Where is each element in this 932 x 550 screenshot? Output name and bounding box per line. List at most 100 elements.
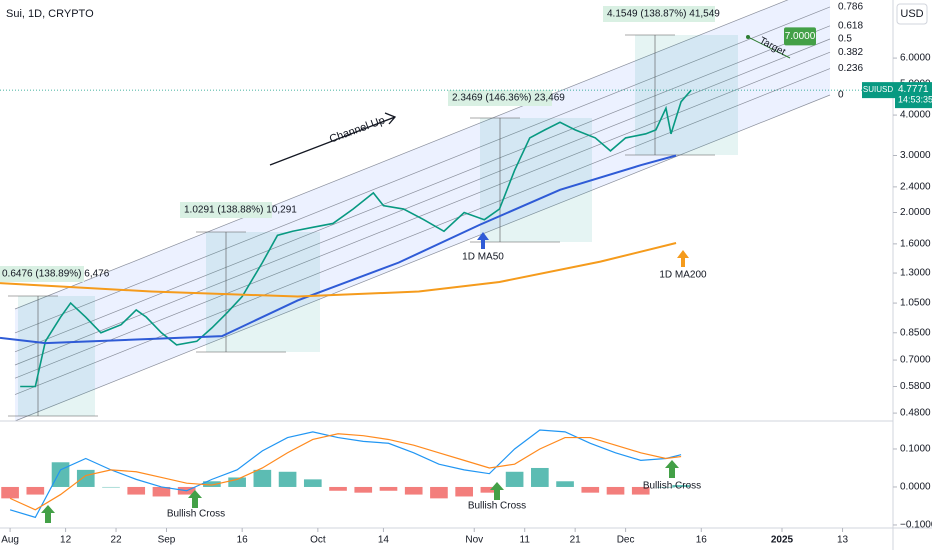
measure-zone xyxy=(18,296,95,416)
measure-zone xyxy=(206,232,320,352)
series-label: 1D MA50 xyxy=(462,252,504,263)
target-dot xyxy=(746,35,750,39)
x-tick-label: 16 xyxy=(696,535,708,546)
x-tick-label: Dec xyxy=(617,535,635,546)
fib-line xyxy=(14,6,831,334)
y-tick-label: 4.0000 xyxy=(900,110,931,121)
histogram-bar xyxy=(26,486,45,495)
y-tick-label: 0.4800 xyxy=(900,408,931,419)
countdown: 14:53:35 xyxy=(898,94,932,104)
price-line xyxy=(20,89,692,388)
x-tick-label: 2025 xyxy=(771,535,794,546)
histogram-bar xyxy=(672,485,690,487)
histogram-bar xyxy=(253,469,272,487)
fib-line xyxy=(14,68,831,395)
histogram-bar xyxy=(303,479,322,487)
x-tick-label: 14 xyxy=(378,535,390,546)
measure-label: 1.0291 (138.88%) 10,291 xyxy=(184,205,297,216)
histogram-bar xyxy=(556,481,574,487)
fib-label: 0 xyxy=(838,90,844,101)
measure-zone xyxy=(480,118,592,242)
price-tag xyxy=(895,82,932,109)
histogram-bar xyxy=(531,467,549,487)
histogram-bar xyxy=(606,486,625,495)
histogram-bar xyxy=(203,481,221,487)
histogram-bar xyxy=(480,486,499,493)
measure-label: 4.1549 (138.87%) 41,549 xyxy=(607,9,720,20)
histogram-bar xyxy=(102,486,120,488)
y-tick-label: 0.7000 xyxy=(900,355,931,366)
measure-box xyxy=(180,202,272,218)
ma50-arrow xyxy=(477,232,489,249)
histogram-bar xyxy=(455,486,473,497)
cross-label: Bullish Cross xyxy=(167,509,225,520)
series-label: 1D MA200 xyxy=(659,270,707,281)
y-tick-label: 2.0000 xyxy=(900,207,931,218)
x-tick-label: 12 xyxy=(60,535,72,546)
fib-label: 0.618 xyxy=(838,20,863,31)
x-tick-label: Sep xyxy=(158,535,176,546)
target-box xyxy=(784,27,816,46)
x-tick-label: 21 xyxy=(570,535,582,546)
cross-arrow xyxy=(188,490,202,508)
histogram-bar xyxy=(51,462,70,487)
y-tick-label: 2.4000 xyxy=(900,182,931,193)
fib-line xyxy=(14,94,831,422)
fib-label: 0.236 xyxy=(838,63,863,74)
target-path xyxy=(747,36,791,59)
price-tag-value: 4.7771 xyxy=(898,84,929,95)
fib-line xyxy=(14,25,831,353)
histogram-bar xyxy=(228,477,246,487)
histogram-bar xyxy=(76,469,95,487)
y-tick-label: 6.0000 xyxy=(900,53,931,64)
histogram-bar xyxy=(430,486,448,499)
macd-line xyxy=(9,433,682,511)
x-tick-label: Aug xyxy=(1,535,19,546)
channel-fill xyxy=(15,0,830,421)
cross-label: Bullish Cross xyxy=(643,481,701,492)
moving-average xyxy=(0,242,677,298)
x-tick-label: 13 xyxy=(837,535,849,546)
ma200-arrow xyxy=(677,250,689,267)
y-tick-label: −0.1000 xyxy=(900,520,932,531)
x-tick-label: Oct xyxy=(310,535,326,546)
y-tick-label: 3.0000 xyxy=(900,150,931,161)
measure-label: 2.3469 (146.36%) 23,469 xyxy=(452,93,565,104)
y-tick-label: 0.5800 xyxy=(900,381,931,392)
symbol: SUIUSD xyxy=(863,85,893,94)
histogram-bar xyxy=(404,486,423,495)
measure-box xyxy=(448,90,552,106)
histogram-bar xyxy=(278,471,297,487)
target-value: 7.0000 xyxy=(785,31,816,42)
histogram-bar xyxy=(354,486,373,493)
y-tick-label: 0.0000 xyxy=(900,482,931,493)
fib-label: 0.382 xyxy=(838,47,863,58)
cross-arrow xyxy=(41,505,55,523)
cross-arrow xyxy=(665,460,679,478)
histogram-bar xyxy=(631,486,650,495)
histogram-bar xyxy=(581,486,600,493)
currency[interactable]: USD xyxy=(900,8,923,20)
measure-label: 0.6476 (138.89%) 6,476 xyxy=(2,269,110,280)
y-tick-label: 0.8500 xyxy=(900,327,931,338)
y-tick-label: 1.0500 xyxy=(900,298,931,309)
currency-box[interactable] xyxy=(896,3,928,25)
histogram-bar xyxy=(152,486,171,497)
y-tick-label: 1.6000 xyxy=(900,239,931,250)
y-tick-label: 0.1000 xyxy=(900,444,931,455)
x-tick-label: 16 xyxy=(237,535,249,546)
x-tick-label: 11 xyxy=(520,535,531,546)
chart-title: Sui, 1D, CRYPTO xyxy=(6,8,94,20)
fib-label: 0.5 xyxy=(838,34,852,45)
measure-box xyxy=(0,266,84,282)
x-tick-label: Nov xyxy=(465,535,483,546)
measure-box xyxy=(603,6,715,22)
symbol-box xyxy=(862,82,895,99)
channel-edge xyxy=(14,0,789,310)
cross-arrow xyxy=(490,482,504,500)
price-pane: 0.6476 (138.89%) 6,476 1.0291 (138.88%) 1… xyxy=(0,6,816,417)
histogram-bar xyxy=(657,486,675,488)
histogram-bar xyxy=(329,486,347,491)
fib-label: 0.786 xyxy=(838,2,863,13)
